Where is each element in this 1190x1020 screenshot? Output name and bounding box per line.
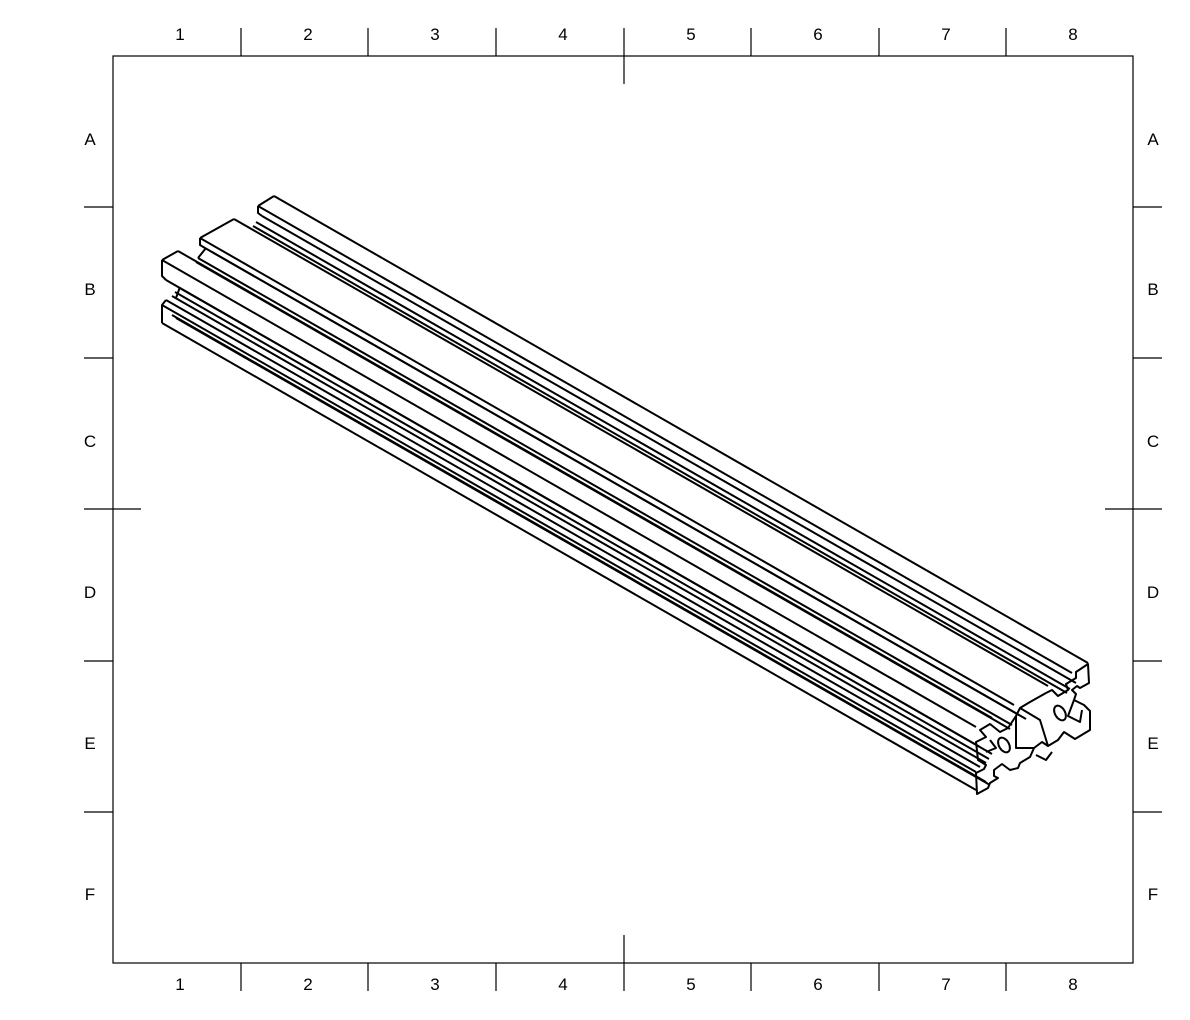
- profile-edge: [252, 225, 1068, 694]
- drawing-frame: [84, 28, 1162, 991]
- column-label-top: 5: [686, 25, 696, 44]
- left-end-edge: [257, 195, 275, 207]
- column-label-top: 7: [941, 25, 951, 44]
- slot-edge: [985, 739, 997, 753]
- column-label-bottom: 4: [558, 975, 568, 994]
- row-label-right: A: [1147, 130, 1159, 149]
- extrusion-part: [161, 195, 1091, 795]
- left-end-edge: [161, 299, 167, 323]
- profile-edge: [273, 195, 1089, 664]
- profile-edge: [161, 259, 977, 728]
- profile-edge: [199, 237, 1015, 706]
- end-face-inner-edge: [1019, 707, 1049, 747]
- center-bore-hole: [997, 736, 1011, 754]
- end-face-inner-edge: [1015, 716, 1034, 749]
- row-label-right: F: [1147, 885, 1159, 904]
- profile-edge: [171, 295, 987, 764]
- profile-edge: [175, 317, 991, 786]
- column-label-top: 8: [1068, 25, 1078, 44]
- profile-edge: [197, 257, 1013, 726]
- row-label-left: D: [83, 583, 97, 602]
- profile-edge: [255, 221, 1071, 690]
- profile-edge: [174, 291, 990, 760]
- row-label-left: F: [84, 885, 96, 904]
- left-end-edge: [199, 238, 206, 249]
- row-label-right: D: [1146, 583, 1160, 602]
- left-end-edge: [197, 247, 207, 259]
- column-label-top: 3: [430, 25, 440, 44]
- center-bore-hole: [1053, 704, 1067, 722]
- row-label-left: C: [83, 432, 97, 451]
- column-label-bottom: 8: [1068, 975, 1078, 994]
- row-label-right: E: [1147, 734, 1159, 753]
- profile-edge: [261, 215, 1077, 684]
- column-label-bottom: 5: [686, 975, 696, 994]
- left-end-edge: [199, 218, 235, 239]
- row-label-right: C: [1146, 432, 1160, 451]
- row-label-left: B: [84, 280, 96, 299]
- profile-edge: [177, 250, 993, 719]
- profile-edge: [165, 299, 981, 768]
- slot-edge: [1067, 699, 1083, 723]
- column-label-top: 6: [813, 25, 823, 44]
- column-label-top: 4: [558, 25, 568, 44]
- left-end-edge: [161, 260, 167, 281]
- column-label-bottom: 3: [430, 975, 440, 994]
- column-label-bottom: 6: [813, 975, 823, 994]
- profile-edge: [257, 205, 1073, 674]
- profile-edge: [177, 286, 993, 755]
- slot-edge: [1035, 751, 1053, 761]
- frame-border: [112, 55, 1134, 964]
- left-end-edge: [257, 206, 263, 217]
- profile-edge: [161, 322, 977, 791]
- column-label-top: 2: [303, 25, 313, 44]
- left-end-edge: [161, 250, 179, 261]
- profile-edge: [233, 218, 1049, 687]
- row-label-left: A: [84, 130, 96, 149]
- column-label-bottom: 2: [303, 975, 313, 994]
- row-label-right: B: [1147, 280, 1159, 299]
- row-label-left: E: [84, 734, 96, 753]
- profile-edge: [211, 251, 1027, 720]
- end-face-outline: [975, 663, 1091, 795]
- column-label-bottom: 1: [175, 975, 185, 994]
- left-end-edge: [175, 286, 181, 299]
- profile-edge: [161, 304, 977, 773]
- column-label-top: 1: [175, 25, 185, 44]
- column-label-bottom: 7: [941, 975, 951, 994]
